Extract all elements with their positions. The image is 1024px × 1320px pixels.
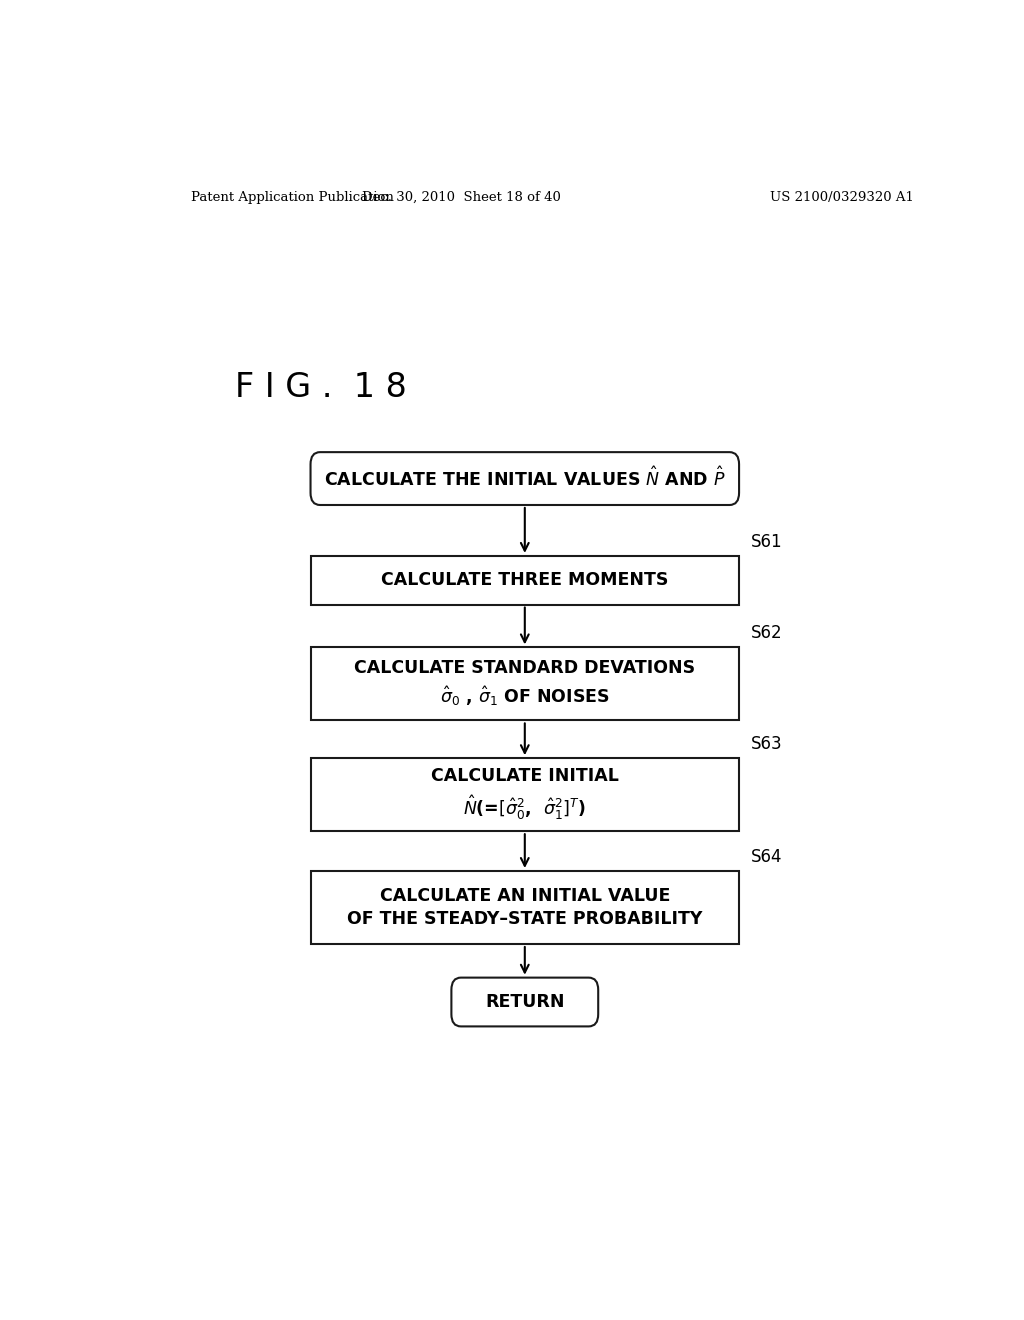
Text: Dec. 30, 2010  Sheet 18 of 40: Dec. 30, 2010 Sheet 18 of 40 bbox=[361, 190, 561, 203]
Text: S64: S64 bbox=[751, 847, 782, 866]
Text: RETURN: RETURN bbox=[485, 993, 564, 1011]
Bar bbox=[310, 556, 739, 605]
Text: S63: S63 bbox=[751, 735, 782, 752]
Text: CALCULATE THREE MOMENTS: CALCULATE THREE MOMENTS bbox=[381, 572, 669, 589]
Text: US 2100/0329320 A1: US 2100/0329320 A1 bbox=[770, 190, 914, 203]
Text: Patent Application Publication: Patent Application Publication bbox=[191, 190, 394, 203]
Text: S61: S61 bbox=[751, 533, 782, 550]
Bar bbox=[310, 758, 739, 832]
FancyBboxPatch shape bbox=[452, 978, 598, 1027]
Text: CALCULATE INITIAL
$\hat{N}$(=$[\hat{\sigma}_0^2$,  $\hat{\sigma}_1^2]^T$): CALCULATE INITIAL $\hat{N}$(=$[\hat{\sig… bbox=[431, 767, 618, 822]
Bar bbox=[310, 647, 739, 721]
Text: S62: S62 bbox=[751, 624, 782, 643]
FancyBboxPatch shape bbox=[310, 453, 739, 506]
Text: F I G .  1 8: F I G . 1 8 bbox=[236, 371, 407, 404]
Text: CALCULATE AN INITIAL VALUE
OF THE STEADY–STATE PROBABILITY: CALCULATE AN INITIAL VALUE OF THE STEADY… bbox=[347, 887, 702, 928]
Bar bbox=[310, 871, 739, 944]
Text: CALCULATE STANDARD DEVATIONS
$\hat{\sigma}_0$ , $\hat{\sigma}_1$ OF NOISES: CALCULATE STANDARD DEVATIONS $\hat{\sigm… bbox=[354, 659, 695, 709]
Text: CALCULATE THE INITIAL VALUES $\hat{N}$ AND $\hat{P}$: CALCULATE THE INITIAL VALUES $\hat{N}$ A… bbox=[324, 467, 726, 491]
